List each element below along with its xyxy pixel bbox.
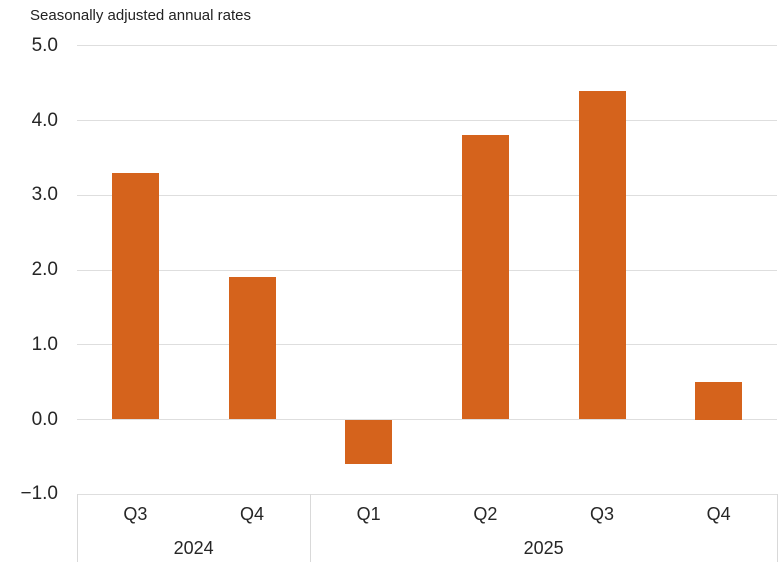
bar xyxy=(695,382,743,420)
axis-box-right-border xyxy=(776,494,778,562)
x-axis-quarter-label: Q3 xyxy=(123,504,148,525)
x-axis-year-label: 2024 xyxy=(173,538,214,559)
x-axis-quarter-label: Q1 xyxy=(356,504,381,525)
y-tick-label: −1.0 xyxy=(20,483,58,505)
y-tick-label: 3.0 xyxy=(31,184,58,206)
gridline xyxy=(77,194,777,196)
gridline xyxy=(77,120,777,121)
bar xyxy=(345,419,393,465)
bar xyxy=(111,172,159,420)
bar xyxy=(578,90,626,420)
chart-title: Seasonally adjusted annual rates xyxy=(30,7,251,24)
axis-year-divider xyxy=(309,494,311,562)
gridline xyxy=(77,45,777,47)
y-tick-label: 5.0 xyxy=(31,34,58,56)
bar xyxy=(228,277,276,420)
x-axis-quarter-label: Q4 xyxy=(239,504,264,525)
x-axis-year-label: 2025 xyxy=(523,538,564,559)
y-tick-label: 4.0 xyxy=(31,109,58,131)
bar xyxy=(461,135,509,420)
gridline xyxy=(77,269,777,271)
x-axis-quarter-label: Q4 xyxy=(706,504,731,525)
y-tick-label: 2.0 xyxy=(31,259,58,280)
y-tick-label: 1.0 xyxy=(31,333,58,355)
x-axis-quarter-label: Q2 xyxy=(473,504,498,525)
axis-box-left-border xyxy=(76,494,78,562)
y-tick-label: 0.0 xyxy=(31,408,58,430)
gridline xyxy=(77,419,777,420)
gridline xyxy=(77,344,777,346)
x-axis-quarter-label: Q3 xyxy=(589,504,614,525)
gridline xyxy=(77,493,777,495)
